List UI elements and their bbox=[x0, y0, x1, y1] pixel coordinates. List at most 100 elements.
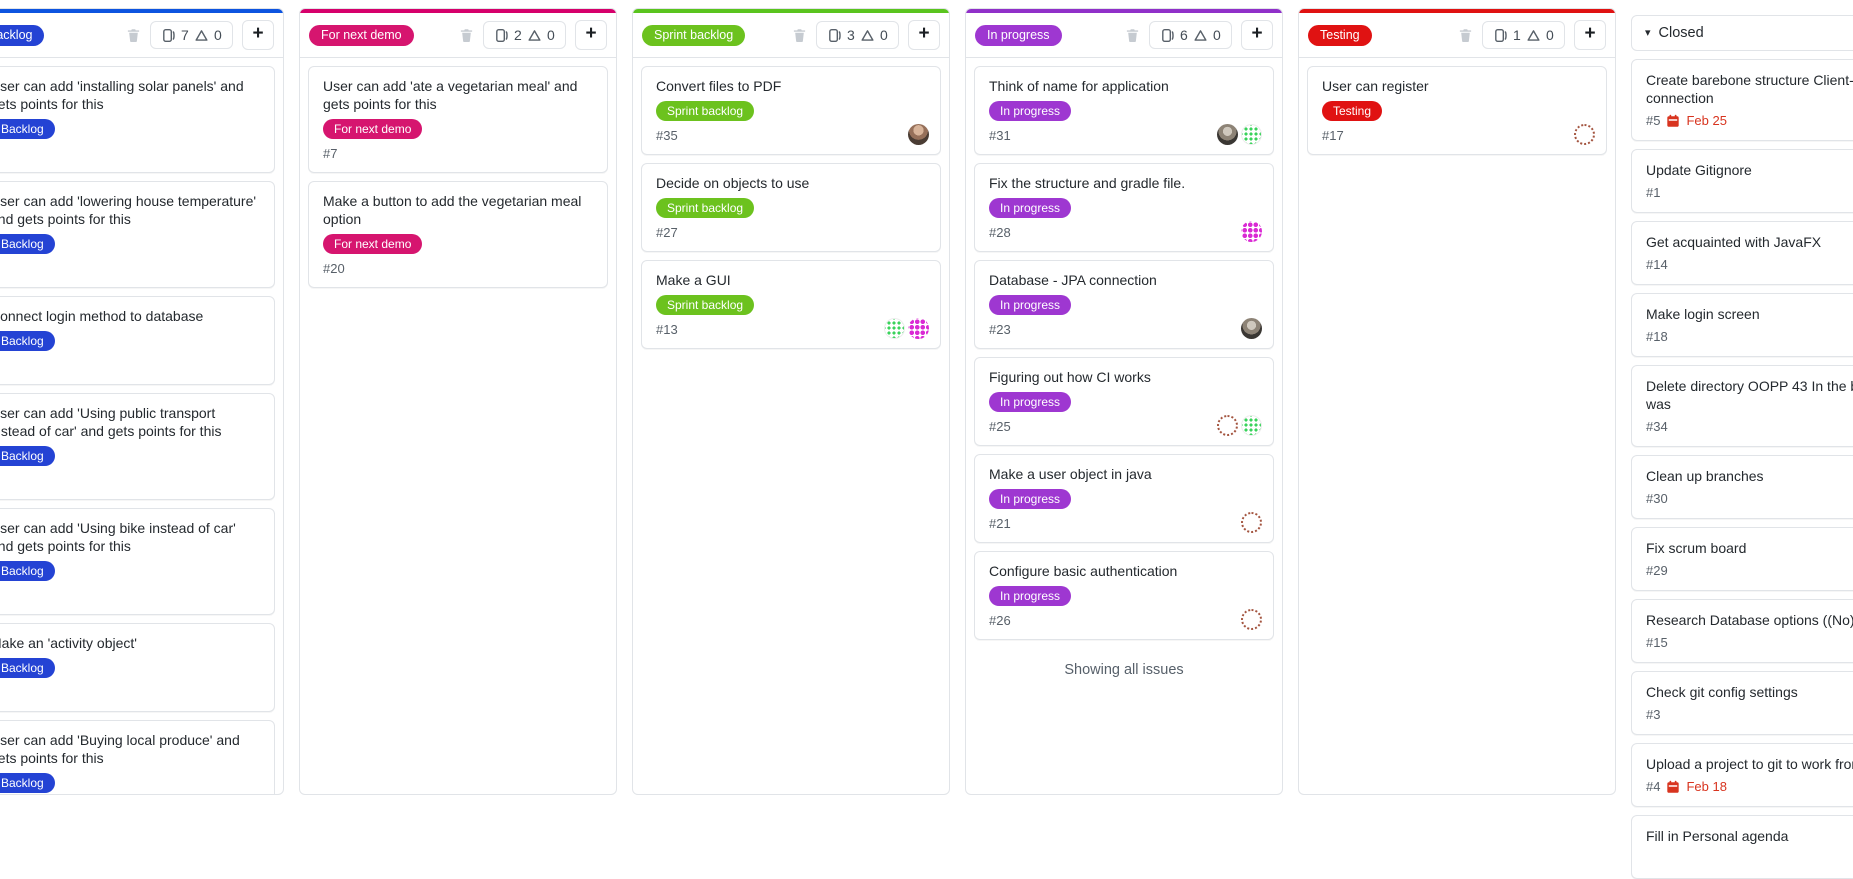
project-card[interactable]: Update Gitignore #1 bbox=[1631, 149, 1853, 213]
add-card-button[interactable]: + bbox=[908, 20, 940, 50]
project-card[interactable]: Connect login method to database Backlog bbox=[0, 296, 275, 385]
project-card[interactable]: Database - JPA connection In progress #23 bbox=[974, 260, 1274, 349]
delete-column-icon[interactable] bbox=[459, 27, 474, 43]
points-icon bbox=[527, 28, 542, 43]
project-card[interactable]: Figuring out how CI works In progress #25 bbox=[974, 357, 1274, 446]
card-meta: #18 bbox=[1646, 328, 1853, 345]
project-card[interactable]: Fix the structure and gradle file. In pro… bbox=[974, 163, 1274, 252]
card-title[interactable]: Decide on objects to use bbox=[656, 175, 810, 191]
card-title[interactable]: Upload a project to git to work from bbox=[1646, 756, 1853, 772]
card-label-pill: In progress bbox=[989, 586, 1072, 606]
card-title[interactable]: Get acquainted with JavaFX bbox=[1646, 234, 1822, 250]
card-assignees bbox=[1571, 124, 1595, 145]
project-card[interactable]: Make login screen #18 bbox=[1631, 293, 1853, 357]
card-label-pill: In progress bbox=[989, 392, 1072, 412]
add-card-button[interactable]: + bbox=[575, 20, 607, 50]
project-card[interactable]: Convert files to PDF Sprint backlog #35 bbox=[641, 66, 941, 155]
project-card[interactable]: Make a GUI Sprint backlog #13 bbox=[641, 260, 941, 349]
card-title[interactable]: User can add 'Using bike instead of car'… bbox=[0, 520, 236, 554]
card-label-pill: In progress bbox=[989, 198, 1072, 218]
project-card[interactable]: Make a user object in java In progress #21 bbox=[974, 454, 1274, 543]
card-label-pill: For next demo bbox=[323, 119, 423, 139]
project-card[interactable]: Delete directory OOPP 43 In the beginnin… bbox=[1631, 365, 1853, 447]
card-meta: #29 bbox=[1646, 562, 1853, 579]
project-card[interactable]: Fill in Personal agenda bbox=[1631, 815, 1853, 879]
project-card[interactable]: Decide on objects to use Sprint backlog #2… bbox=[641, 163, 941, 252]
card-label-pill: Testing bbox=[1322, 101, 1383, 121]
delete-column-icon[interactable] bbox=[126, 27, 141, 43]
project-card[interactable]: Make an 'activity object' Backlog bbox=[0, 623, 275, 712]
card-assignees bbox=[1214, 124, 1262, 145]
card-title[interactable]: Fill in Personal agenda bbox=[1646, 828, 1789, 844]
card-title[interactable]: User can register bbox=[1322, 78, 1429, 94]
card-count: 3 bbox=[847, 27, 855, 43]
project-card[interactable]: User can add 'Using public transport ins… bbox=[0, 393, 275, 500]
card-title[interactable]: Connect login method to database bbox=[0, 308, 204, 324]
project-card[interactable]: Fix scrum board #29 bbox=[1631, 527, 1853, 591]
delete-column-icon[interactable] bbox=[792, 27, 807, 43]
card-title[interactable]: Update Gitignore bbox=[1646, 162, 1752, 178]
card-title[interactable]: Fix the structure and gradle file. bbox=[989, 175, 1186, 191]
points-count: 0 bbox=[1546, 27, 1554, 43]
project-card[interactable]: Create barebone structure Client-Server … bbox=[1631, 59, 1853, 141]
project-card[interactable]: Research Database options ((No)SQL?) #15 bbox=[1631, 599, 1853, 663]
add-card-button[interactable]: + bbox=[1241, 20, 1273, 50]
card-title[interactable]: User can add 'ate a vegetarian meal' and… bbox=[323, 78, 578, 112]
card-title[interactable]: User can add 'Buying local produce' and … bbox=[0, 732, 240, 766]
project-card[interactable]: Configure basic authentication In progres… bbox=[974, 551, 1274, 640]
project-card[interactable]: User can add 'lowering house temperature… bbox=[0, 181, 275, 288]
card-title[interactable]: Create barebone structure Client-Server … bbox=[1646, 72, 1853, 106]
card-title[interactable]: Make a user object in java bbox=[989, 466, 1152, 482]
card-count: 6 bbox=[1180, 27, 1188, 43]
calendar-icon bbox=[1666, 114, 1680, 128]
add-card-button[interactable]: + bbox=[1574, 20, 1606, 50]
project-card[interactable]: Think of name for application In progress… bbox=[974, 66, 1274, 155]
card-title[interactable]: Make a button to add the vegetarian meal… bbox=[323, 193, 582, 227]
card-title[interactable]: Clean up branches bbox=[1646, 468, 1764, 484]
card-title[interactable]: Delete directory OOPP 43 In the beginnin… bbox=[1646, 378, 1853, 412]
delete-column-icon[interactable] bbox=[1125, 27, 1140, 43]
due-date: Feb 25 bbox=[1686, 113, 1727, 128]
add-card-button[interactable]: + bbox=[242, 20, 274, 50]
issue-number: #14 bbox=[1646, 257, 1668, 272]
card-title[interactable]: Check git config settings bbox=[1646, 684, 1798, 700]
project-card[interactable]: User can add 'ate a vegetarian meal' and… bbox=[308, 66, 608, 173]
card-assignees bbox=[1238, 318, 1262, 339]
card-meta: #25 bbox=[989, 418, 1259, 435]
card-title[interactable]: Convert files to PDF bbox=[656, 78, 782, 94]
card-title[interactable]: Make a GUI bbox=[656, 272, 731, 288]
card-assignees bbox=[881, 318, 929, 339]
card-title[interactable]: Fix scrum board bbox=[1646, 540, 1747, 556]
project-card[interactable]: Check git config settings #3 bbox=[1631, 671, 1853, 735]
card-title[interactable]: Think of name for application bbox=[989, 78, 1169, 94]
project-card[interactable]: User can add 'Using bike instead of car'… bbox=[0, 508, 275, 615]
card-title[interactable]: Database - JPA connection bbox=[989, 272, 1157, 288]
card-meta: #26 bbox=[989, 612, 1259, 629]
card-title[interactable]: Figuring out how CI works bbox=[989, 369, 1151, 385]
identicon-green-avatar bbox=[884, 318, 905, 339]
points-count: 0 bbox=[880, 27, 888, 43]
project-card[interactable]: Make a button to add the vegetarian meal… bbox=[308, 181, 608, 288]
delete-column-icon[interactable] bbox=[1458, 27, 1473, 43]
points-count: 0 bbox=[214, 27, 222, 43]
card-title[interactable]: Configure basic authentication bbox=[989, 563, 1178, 579]
project-card[interactable]: User can add 'Buying local produce' and … bbox=[0, 720, 275, 794]
card-title[interactable]: Make an 'activity object' bbox=[0, 635, 137, 651]
project-card[interactable]: User can register Testing #17 bbox=[1307, 66, 1607, 155]
card-title[interactable]: User can add 'Using public transport ins… bbox=[0, 405, 222, 439]
project-card[interactable]: Clean up branches #30 bbox=[1631, 455, 1853, 519]
closed-column-header[interactable]: ▾ Closed bbox=[1631, 15, 1853, 51]
card-count-icon bbox=[494, 28, 509, 43]
project-card[interactable]: Upload a project to git to work from #4 Fe… bbox=[1631, 743, 1853, 807]
project-card[interactable]: Get acquainted with JavaFX #14 bbox=[1631, 221, 1853, 285]
card-title[interactable]: User can add 'installing solar panels' a… bbox=[0, 78, 244, 112]
project-card[interactable]: User can add 'installing solar panels' a… bbox=[0, 66, 275, 173]
card-title[interactable]: Research Database options ((No)SQL?) bbox=[1646, 612, 1853, 628]
card-title[interactable]: User can add 'lowering house temperature… bbox=[0, 193, 257, 227]
card-title[interactable]: Make login screen bbox=[1646, 306, 1760, 322]
